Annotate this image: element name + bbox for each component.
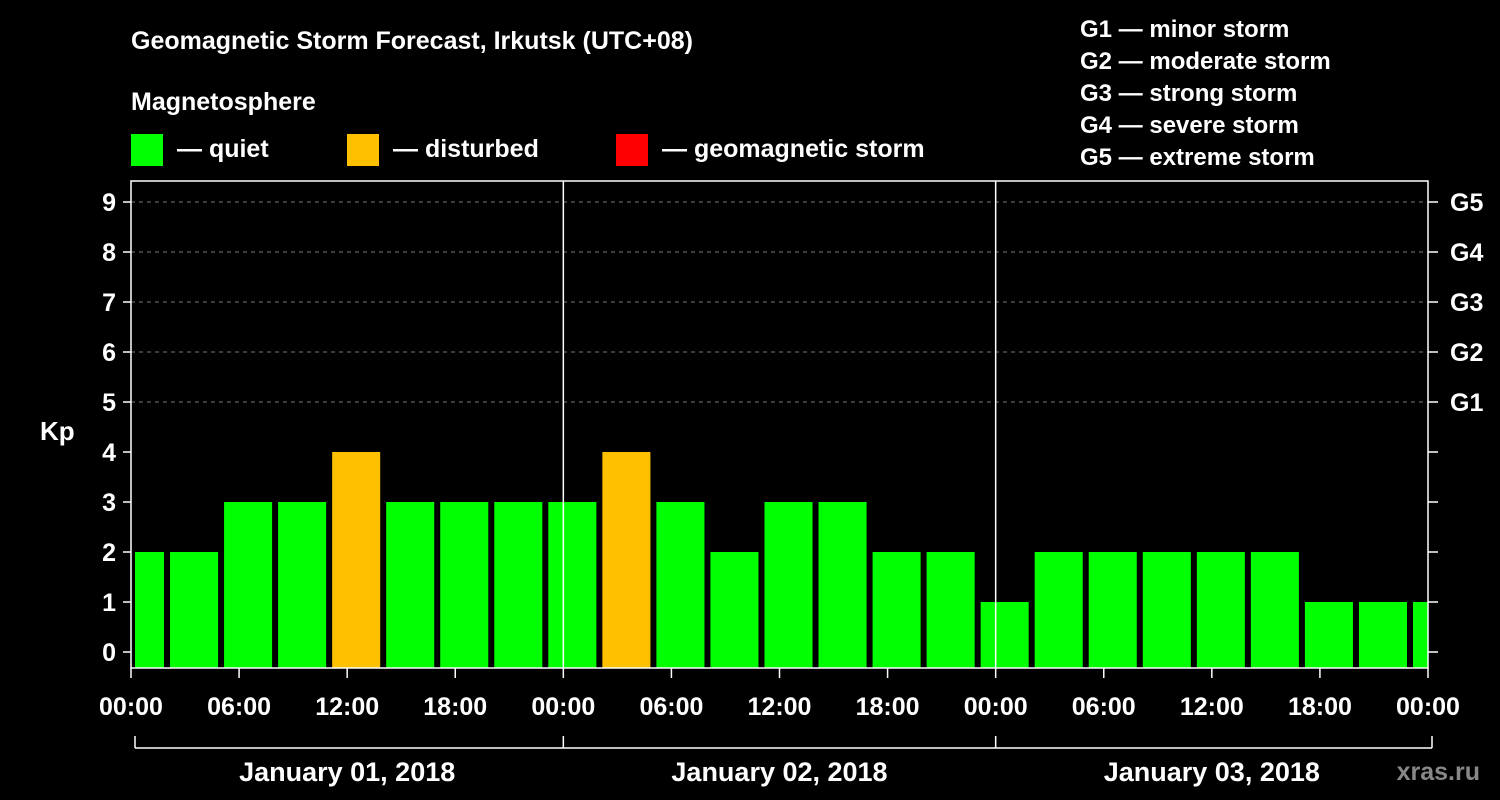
- day-label-1: January 02, 2018: [671, 757, 887, 787]
- y-tick-label-9: 9: [102, 189, 116, 217]
- bar-7: [494, 502, 543, 668]
- storm-scale-legend: G1 — minor storm G2 — moderate storm G3 — …: [1080, 16, 1331, 171]
- legend-label-disturbed: — disturbed: [393, 135, 539, 163]
- y-tick-label-2: 2: [102, 539, 116, 567]
- x-tick-label-7: 18:00: [856, 693, 920, 721]
- right-label-G5: G5: [1450, 189, 1483, 217]
- day-label-2: January 03, 2018: [1104, 757, 1320, 787]
- y-tick-label-7: 7: [102, 289, 116, 317]
- y-tick-label-0: 0: [102, 639, 116, 667]
- legend-swatch-quiet: [131, 134, 163, 166]
- day-label-0: January 01, 2018: [239, 757, 455, 787]
- y-tick-label-8: 8: [102, 239, 116, 267]
- legend-swatch-storm: [616, 134, 648, 166]
- x-tick-label-8: 00:00: [964, 693, 1028, 721]
- bar-8: [548, 502, 597, 668]
- y-tick-label-4: 4: [102, 439, 116, 467]
- x-tick-label-0: 00:00: [99, 693, 163, 721]
- bar-3: [278, 502, 327, 668]
- x-tick-label-5: 06:00: [639, 693, 703, 721]
- legend-label-quiet: — quiet: [177, 135, 269, 163]
- bar-0: [135, 552, 165, 668]
- x-tick-label-1: 06:00: [207, 693, 271, 721]
- bar-9: [602, 452, 651, 668]
- y-tick-label-5: 5: [102, 389, 116, 417]
- bar-5: [386, 502, 435, 668]
- x-tick-label-9: 06:00: [1072, 693, 1136, 721]
- bar-19: [1142, 552, 1191, 668]
- bar-20: [1196, 552, 1245, 668]
- legend: — quiet — disturbed — geomagnetic storm: [131, 134, 925, 166]
- bar-23: [1358, 602, 1407, 668]
- x-tick-label-12: 00:00: [1396, 693, 1460, 721]
- legend-swatch-disturbed: [347, 134, 379, 166]
- x-tick-label-4: 00:00: [531, 693, 595, 721]
- x-tick-label-2: 12:00: [315, 693, 379, 721]
- bar-12: [764, 502, 813, 668]
- y-tick-label-6: 6: [102, 339, 116, 367]
- y-axis-label: Kp: [40, 416, 75, 446]
- legend-label-storm: — geomagnetic storm: [662, 135, 925, 163]
- bar-2: [224, 502, 273, 668]
- bar-16: [980, 602, 1029, 668]
- watermark: xras.ru: [1397, 758, 1480, 786]
- storm-scale-item-5: G5 — extreme storm: [1080, 144, 1315, 171]
- bar-14: [872, 552, 921, 668]
- bar-13: [818, 502, 867, 668]
- bar-4: [332, 452, 381, 668]
- x-tick-label-6: 12:00: [748, 693, 812, 721]
- plot-area: 0 1 2 3 4 5 6 7 8 9 G1 G2 G3 G4 G5 00:00 06:00 12:00 18:00…: [99, 180, 1483, 787]
- chart-title: Geomagnetic Storm Forecast, Irkutsk (UTC…: [131, 27, 693, 55]
- right-label-G3: G3: [1450, 289, 1483, 317]
- bar-6: [440, 502, 489, 668]
- x-tick-label-3: 18:00: [423, 693, 487, 721]
- y-tick-label-1: 1: [102, 589, 116, 617]
- bar-17: [1034, 552, 1083, 668]
- bar-18: [1088, 552, 1137, 668]
- storm-scale-item-1: G1 — minor storm: [1080, 16, 1289, 43]
- storm-scale-item-3: G3 — strong storm: [1080, 80, 1297, 107]
- right-label-G1: G1: [1450, 389, 1483, 417]
- legend-title: Magnetosphere: [131, 88, 316, 116]
- storm-scale-item-4: G4 — severe storm: [1080, 112, 1299, 139]
- bar-21: [1250, 552, 1299, 668]
- x-tick-label-10: 12:00: [1180, 693, 1244, 721]
- x-tick-label-11: 18:00: [1288, 693, 1352, 721]
- y-tick-label-3: 3: [102, 489, 116, 517]
- right-label-G4: G4: [1450, 239, 1483, 267]
- right-label-G2: G2: [1450, 339, 1483, 367]
- bar-22: [1304, 602, 1353, 668]
- bar-11: [710, 552, 759, 668]
- bar-24: [1412, 602, 1428, 668]
- storm-scale-item-2: G2 — moderate storm: [1080, 48, 1331, 75]
- bar-15: [926, 552, 975, 668]
- bar-10: [656, 502, 705, 668]
- bar-1: [170, 552, 219, 668]
